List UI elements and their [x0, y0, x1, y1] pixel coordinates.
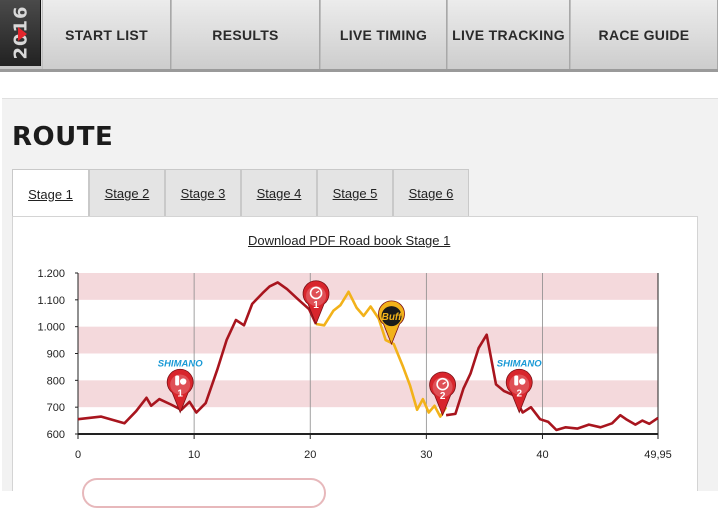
tab-stage-5[interactable]: Stage 5: [317, 169, 393, 217]
route-marker-pin: [505, 368, 533, 414]
buff-logo-text: Buff: [382, 312, 403, 323]
bottle-icon: [514, 375, 519, 386]
nav-start-list[interactable]: START LIST: [42, 0, 171, 69]
route-marker-pin: [166, 368, 194, 414]
x-tick-label: 40: [536, 449, 548, 461]
nav-race-guide[interactable]: RACE GUIDE: [570, 0, 718, 69]
stopwatch-icon: [309, 286, 323, 300]
nav-results[interactable]: RESULTS: [171, 0, 320, 69]
marker-inner: [381, 306, 402, 327]
y-tick-label: 800: [47, 375, 65, 387]
elevation-series-line: [315, 290, 448, 418]
nav-label: LIVE TRACKING: [452, 26, 565, 43]
nav-label: LIVE TIMING: [339, 26, 428, 43]
x-tick-label: 30: [420, 449, 432, 461]
route-marker-pin: [429, 371, 457, 417]
y-tick-label: 1.200: [37, 268, 65, 280]
stopwatch-hand: [442, 381, 446, 385]
stopwatch-icon: [436, 377, 449, 391]
tab-stage-4[interactable]: Stage 4: [241, 169, 317, 217]
y-tick-label: 600: [47, 429, 65, 441]
marker-number: 2: [440, 391, 446, 402]
route-marker-pin: [302, 280, 330, 326]
elevation-series-line: [77, 281, 318, 425]
chevron-right-icon: [18, 27, 27, 41]
nav-label: RACE GUIDE: [598, 26, 690, 43]
elevation-series-line: [445, 333, 659, 432]
year-selector[interactable]: 2016: [0, 0, 41, 66]
y-tick-label: 1.100: [37, 295, 65, 307]
elevation-band: [78, 326, 658, 354]
nav-live-tracking[interactable]: LIVE TRACKING: [447, 0, 570, 69]
nav-label: RESULTS: [212, 26, 279, 43]
food-icon: [519, 378, 526, 385]
food-icon: [179, 378, 187, 385]
marker-number: 2: [516, 389, 522, 400]
x-tick-label: 49,95: [644, 449, 672, 461]
tab-stage-6[interactable]: Stage 6: [393, 169, 469, 217]
marker-number: 1: [177, 389, 183, 400]
download-roadbook-link[interactable]: Download PDF Road book Stage 1: [248, 233, 451, 248]
nav-label: START LIST: [65, 26, 148, 43]
elevation-band: [78, 273, 658, 300]
shimano-logo: SHIMANO: [497, 359, 542, 370]
x-tick-label: 20: [304, 449, 316, 461]
top-navigation: 2016 START LIST RESULTS LIVE TIMING LIVE…: [0, 0, 718, 72]
stopwatch-hand: [315, 290, 320, 294]
x-tick-label: 0: [75, 449, 81, 461]
x-tick-label: 10: [188, 449, 200, 461]
page-title: ROUTE: [12, 122, 114, 152]
marker-number: 1: [313, 300, 319, 311]
bottle-icon: [175, 375, 180, 386]
tab-stage-1[interactable]: Stage 1: [12, 169, 89, 218]
elevation-profile-chart: 1.200 1.100 1.000 900 800 700 600 0 10 20 30 40 49,9…: [37, 268, 672, 461]
bottom-button[interactable]: [82, 478, 326, 508]
y-tick-label: 1.000: [37, 322, 65, 334]
tab-stage-2[interactable]: Stage 2: [89, 169, 165, 217]
shimano-logo: SHIMANO: [158, 359, 203, 370]
nav-live-timing[interactable]: LIVE TIMING: [320, 0, 447, 69]
y-tick-label: 900: [47, 349, 65, 361]
tab-stage-3[interactable]: Stage 3: [165, 169, 241, 217]
y-tick-label: 700: [47, 402, 65, 414]
